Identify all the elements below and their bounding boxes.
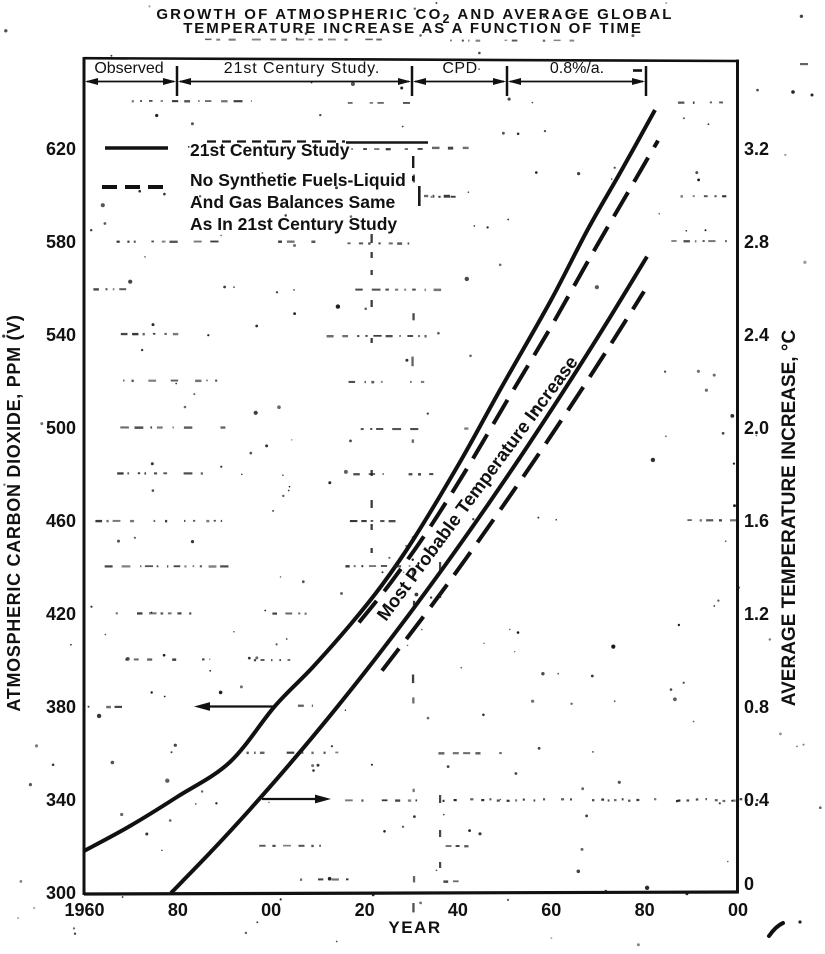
svg-text:21st Century Study.: 21st Century Study.: [224, 60, 380, 77]
svg-text:1.6: 1.6: [744, 511, 769, 531]
svg-text:00: 00: [261, 900, 281, 920]
svg-text:300: 300: [46, 883, 76, 903]
svg-text:YEAR: YEAR: [388, 918, 441, 937]
svg-text:1960: 1960: [64, 900, 104, 920]
svg-text:380: 380: [46, 697, 76, 717]
svg-text:2.4: 2.4: [744, 325, 769, 345]
svg-text:540: 540: [46, 325, 76, 345]
svg-text:21st Century Study: 21st Century Study: [190, 140, 350, 160]
svg-text:2.8: 2.8: [744, 232, 769, 252]
svg-text:Observed: Observed: [94, 60, 163, 77]
svg-text:GROWTH OF ATMOSPHERIC CO2 AND: GROWTH OF ATMOSPHERIC CO2 AND AVERAGE GL…: [156, 6, 673, 26]
svg-text:00: 00: [728, 900, 748, 920]
svg-text:0: 0: [744, 874, 754, 894]
svg-text:80: 80: [635, 900, 655, 920]
svg-text:340: 340: [46, 790, 76, 810]
svg-text:420: 420: [46, 604, 76, 624]
svg-text:580: 580: [46, 232, 76, 252]
svg-text:620: 620: [46, 139, 76, 159]
svg-text:And Gas Balances Same: And Gas Balances Same: [190, 192, 395, 212]
svg-text:500: 500: [46, 418, 76, 438]
svg-text:60: 60: [541, 900, 561, 920]
svg-text:CPD: CPD: [442, 60, 477, 77]
svg-text:No Synthetic Fuels-Liquid: No Synthetic Fuels-Liquid: [190, 170, 406, 190]
svg-text:TEMPERATURE INCREASE AS A FUNC: TEMPERATURE INCREASE AS A FUNCTION OF TI…: [183, 20, 643, 37]
svg-text:AVERAGE TEMPERATURE INCREASE,: AVERAGE TEMPERATURE INCREASE, °C: [779, 330, 800, 707]
svg-text:As In 21st Century Study: As In 21st Century Study: [190, 214, 397, 234]
svg-text:0.8%/a.: 0.8%/a.: [550, 60, 604, 77]
svg-text:2.0: 2.0: [744, 418, 769, 438]
svg-text:1.2: 1.2: [744, 604, 769, 624]
svg-text:40: 40: [448, 900, 468, 920]
svg-text:3.2: 3.2: [744, 139, 769, 159]
svg-text:20: 20: [355, 900, 375, 920]
svg-text:0.8: 0.8: [744, 697, 769, 717]
svg-text:ATMOSPHERIC CARBON DIOXIDE, PP: ATMOSPHERIC CARBON DIOXIDE, PPM (V): [4, 314, 24, 711]
svg-text:460: 460: [46, 511, 76, 531]
svg-text:80: 80: [168, 900, 188, 920]
